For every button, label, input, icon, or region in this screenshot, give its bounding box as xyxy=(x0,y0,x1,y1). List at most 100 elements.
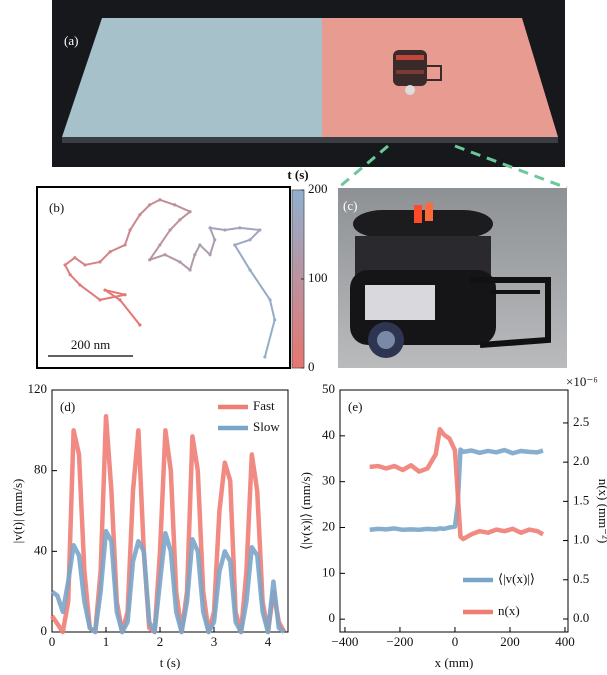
trajectory-segment xyxy=(225,228,240,230)
y-tick-label: 0 xyxy=(329,610,336,625)
trajectory-point xyxy=(73,256,76,259)
trajectory-segment xyxy=(140,205,150,215)
trajectory-segment xyxy=(210,228,225,230)
trajectory-point xyxy=(129,228,132,231)
trajectory-point xyxy=(268,298,271,301)
trajectory-point xyxy=(78,283,81,286)
colorbar-tick-label: 0 xyxy=(308,359,315,374)
trajectory-point xyxy=(98,298,101,301)
trajectory-segment xyxy=(160,200,175,205)
trajectory-segment xyxy=(235,240,250,245)
colorbar-tick-label: 200 xyxy=(308,181,328,196)
x-tick-label: −200 xyxy=(387,634,414,649)
trajectory-segment xyxy=(170,220,180,230)
trajectory-segment xyxy=(150,200,160,205)
y-axis-label: |v(t)| (mm/s) xyxy=(10,479,25,544)
x-axis-label: t (s) xyxy=(160,655,181,670)
y2-tick-label: 1.5 xyxy=(573,492,589,507)
trajectory-point xyxy=(223,228,226,231)
x-tick-label: 200 xyxy=(500,634,520,649)
trajectory-point xyxy=(188,210,191,213)
y2-tick-label: 0.5 xyxy=(573,571,589,586)
trajectory-segment xyxy=(165,255,180,262)
y2-tick-label: 1.0 xyxy=(573,532,589,547)
trajectory-point xyxy=(273,318,276,321)
panel-label: (a) xyxy=(64,33,78,48)
y-tick-label: 0 xyxy=(41,623,48,638)
trajectory-point xyxy=(258,228,261,231)
trajectory-segment xyxy=(200,245,210,255)
trajectory-point xyxy=(148,203,151,206)
trajectory-segment xyxy=(65,265,70,275)
trajectory-segment xyxy=(75,258,85,265)
trajectory-segment xyxy=(180,212,190,220)
y2-multiplier: ×10⁻⁶ xyxy=(566,374,598,389)
trajectory-point xyxy=(118,298,121,301)
trajectory-segment xyxy=(210,240,215,255)
trajectory-point xyxy=(213,238,216,241)
trajectory-point xyxy=(198,243,201,246)
y-tick-label: 50 xyxy=(322,381,335,396)
trajectory-point xyxy=(178,260,181,263)
y2-tick-label: 0.0 xyxy=(573,610,589,625)
trajectory-point xyxy=(138,323,141,326)
trajectory-segment xyxy=(210,228,215,240)
trajectory-segment xyxy=(110,245,125,252)
y-tick-label: 40 xyxy=(322,427,335,442)
photo-a: (a) xyxy=(52,0,565,167)
trajectory-point xyxy=(158,198,161,201)
trajectory-point xyxy=(193,253,196,256)
trajectory-point xyxy=(98,260,101,263)
x-tick-label: 1 xyxy=(103,634,110,649)
y2-tick-label: 2.0 xyxy=(573,453,589,468)
trajectory-segment xyxy=(85,262,100,265)
trajectory-point xyxy=(173,203,176,206)
trajectory-point xyxy=(69,273,72,276)
y2-tick-label: 2.5 xyxy=(573,414,589,429)
y-tick-label: 40 xyxy=(34,542,47,557)
trajectory-point xyxy=(188,268,191,271)
trajectory-segment xyxy=(250,270,270,300)
trajectory-point xyxy=(148,258,151,261)
trajectory-segment xyxy=(190,255,195,270)
trajectory-segment xyxy=(70,275,80,285)
trajectory-point xyxy=(83,263,86,266)
x-tick-label: 0 xyxy=(452,634,459,649)
trajectory-point xyxy=(138,213,141,216)
frame xyxy=(340,390,568,632)
x-tick-label: 0 xyxy=(49,634,56,649)
legend-label: ⟨|v(x)|⟩ xyxy=(498,571,535,586)
trajectory-point xyxy=(163,253,166,256)
trajectory-segment xyxy=(160,230,170,245)
y-tick-label: 20 xyxy=(322,518,335,533)
panel-label: (b) xyxy=(49,200,64,215)
trajectory-point xyxy=(208,253,211,256)
x-tick-label: 3 xyxy=(211,634,218,649)
panel-label: (d) xyxy=(60,399,75,414)
figure: (a) (c) (b)200 nm0100200t (s)01234040801… xyxy=(0,0,607,675)
x-axis-label: x (mm) xyxy=(435,655,474,670)
colorbar-label: t (s) xyxy=(287,167,308,182)
trajectory-segment xyxy=(240,228,260,230)
trajectory-segment xyxy=(130,215,140,230)
trajectory-segment xyxy=(250,230,260,240)
trajectory-point xyxy=(168,228,171,231)
trajectory-segment xyxy=(175,205,190,212)
x-tick-label: 2 xyxy=(157,634,164,649)
trajectory-point xyxy=(238,226,241,229)
x-tick-label: 400 xyxy=(555,634,575,649)
trajectory-segment xyxy=(80,285,100,300)
photo-c: (c) xyxy=(338,188,567,368)
colorbar-tick-label: 100 xyxy=(308,270,328,285)
trajectory-segment xyxy=(270,300,275,320)
trajectory-segment xyxy=(235,245,250,270)
trajectory-point xyxy=(233,243,236,246)
trajectory-segment xyxy=(180,262,190,270)
y-tick-label: 30 xyxy=(322,473,335,488)
y-axis-label: ⟨|v(x)|⟩ (mm/s) xyxy=(298,472,313,550)
trajectory-point xyxy=(123,243,126,246)
trajectory-segment xyxy=(125,230,130,245)
x-tick-label: 4 xyxy=(265,634,272,649)
trajectory-point xyxy=(63,263,66,266)
y-tick-label: 80 xyxy=(34,462,47,477)
